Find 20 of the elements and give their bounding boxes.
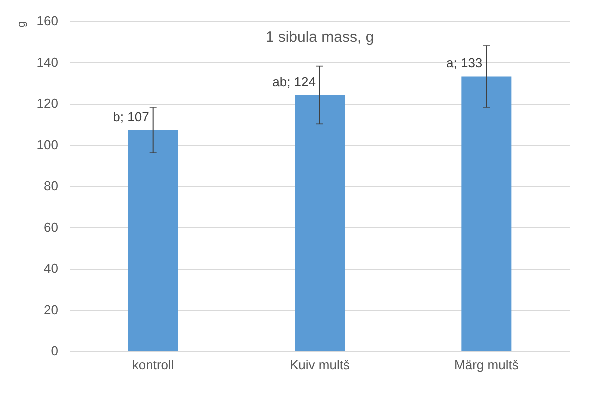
y-tick-label: 40 — [44, 261, 58, 276]
x-tick-label: Märg multš — [454, 358, 520, 372]
y-tick-label: 60 — [44, 220, 58, 235]
bar — [295, 95, 345, 351]
bar — [128, 130, 178, 351]
data-label: a; 133 — [446, 56, 483, 71]
y-tick-label: 100 — [36, 137, 58, 152]
x-tick-label: kontroll — [132, 358, 174, 372]
x-tick-label: Kuiv multš — [290, 358, 350, 372]
y-axis-title: g — [16, 22, 28, 28]
y-tick-label: 160 — [36, 14, 58, 28]
y-tick-label: 140 — [36, 54, 58, 70]
text: 1 sibula mass, g — [266, 29, 374, 46]
y-tick-label: 80 — [44, 178, 58, 194]
y-tick-label: 120 — [36, 96, 58, 111]
bar — [462, 76, 512, 351]
y-tick-label: 0 — [51, 344, 58, 358]
data-label: b; 107 — [113, 109, 150, 124]
data-label: ab; 124 — [272, 74, 316, 90]
y-tick-label: 20 — [44, 302, 58, 318]
